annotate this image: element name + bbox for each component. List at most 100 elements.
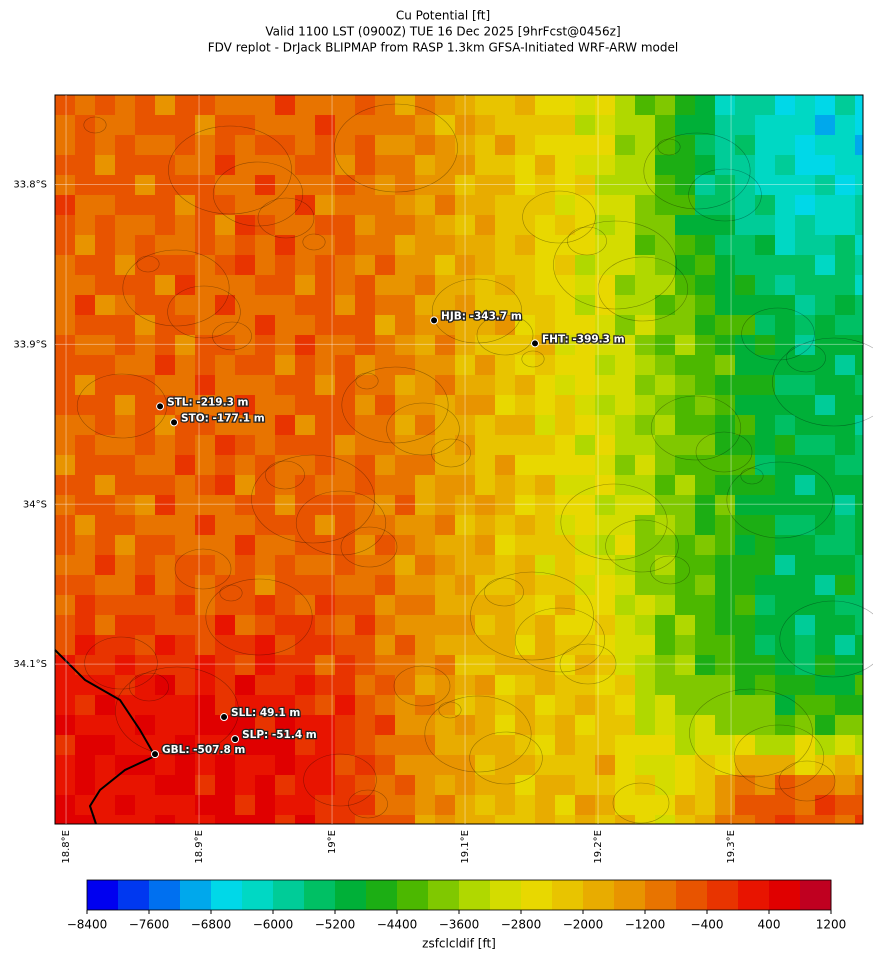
map-cell: [855, 715, 863, 735]
map-cell: [455, 575, 475, 595]
map-cell: [535, 475, 555, 495]
map-cell: [115, 255, 135, 275]
map-cell: [595, 775, 615, 795]
map-cell: [735, 715, 755, 735]
map-cell: [835, 435, 855, 455]
map-cell: [675, 295, 695, 315]
map-cell: [195, 135, 215, 155]
map-cell: [435, 195, 455, 215]
map-cell: [495, 735, 515, 755]
map-cell: [415, 275, 435, 295]
map-cell: [495, 315, 515, 335]
map-cell: [215, 415, 235, 435]
map-cell: [475, 695, 495, 715]
map-cell: [135, 375, 155, 395]
map-cell: [655, 155, 675, 175]
map-cell: [415, 575, 435, 595]
map-cell: [195, 235, 215, 255]
station: [220, 713, 229, 722]
colorbar-cell: [490, 880, 522, 910]
y-tick-label: 33.8°S: [13, 180, 47, 191]
map-cell: [455, 175, 475, 195]
map-cell: [215, 435, 235, 455]
map-cell: [155, 775, 175, 795]
map-cell: [55, 455, 75, 475]
map-cell: [315, 795, 335, 815]
map-cell: [795, 615, 815, 635]
map-cell: [655, 555, 675, 575]
map-cell: [375, 375, 395, 395]
map-cell: [135, 675, 155, 695]
map-cell: [455, 335, 475, 355]
map-cell: [175, 215, 195, 235]
map-cell: [735, 655, 755, 675]
map-cell: [175, 655, 195, 675]
map-cell: [475, 735, 495, 755]
map-cell: [835, 335, 855, 355]
map-cell: [75, 775, 95, 795]
map-cell: [775, 415, 795, 435]
map-cell: [775, 215, 795, 235]
map-cell: [335, 715, 355, 735]
map-cell: [835, 215, 855, 235]
map-cell: [115, 575, 135, 595]
map-cell: [175, 415, 195, 435]
map-cell: [175, 695, 195, 715]
map-cell: [575, 515, 595, 535]
map-cell: [855, 535, 863, 555]
map-cell: [675, 355, 695, 375]
map-cell: [515, 575, 535, 595]
map: [54, 95, 873, 825]
map-cell: [695, 495, 715, 515]
map-cell: [495, 335, 515, 355]
map-cell: [575, 555, 595, 575]
map-cell: [55, 755, 75, 775]
map-cell: [795, 415, 815, 435]
map-cell: [95, 615, 115, 635]
map-cell: [655, 755, 675, 775]
map-cell: [455, 455, 475, 475]
map-cell: [855, 815, 863, 824]
map-cell: [75, 575, 95, 595]
map-cell: [255, 135, 275, 155]
map-cell: [95, 135, 115, 155]
map-cell: [375, 395, 395, 415]
map-cell: [255, 615, 275, 635]
map-cell: [795, 495, 815, 515]
map-cell: [775, 355, 795, 375]
map-cell: [435, 535, 455, 555]
map-cell: [615, 615, 635, 635]
map-cell: [635, 95, 655, 115]
map-cell: [415, 555, 435, 575]
map-cell: [595, 155, 615, 175]
map-cell: [55, 595, 75, 615]
map-cell: [55, 155, 75, 175]
map-cell: [435, 435, 455, 455]
map-cell: [175, 535, 195, 555]
map-cell: [795, 555, 815, 575]
map-cell: [575, 795, 595, 815]
map-cell: [655, 355, 675, 375]
map-cell: [635, 355, 655, 375]
map-cell: [215, 615, 235, 635]
map-cell: [175, 135, 195, 155]
map-cell: [695, 655, 715, 675]
map-cell: [255, 815, 275, 824]
map-cell: [855, 155, 863, 175]
map-cell: [95, 335, 115, 355]
map-cell: [75, 715, 95, 735]
map-cell: [135, 415, 155, 435]
map-cell: [95, 575, 115, 595]
map-cell: [835, 355, 855, 375]
map-cell: [275, 695, 295, 715]
map-cell: [135, 435, 155, 455]
map-cell: [615, 495, 635, 515]
colorbar-tick-label: −5200: [315, 918, 356, 932]
map-cell: [195, 675, 215, 695]
map-cell: [75, 195, 95, 215]
map-cell: [535, 435, 555, 455]
map-cell: [355, 755, 375, 775]
map-cell: [155, 435, 175, 455]
map-cell: [455, 155, 475, 175]
map-cell: [355, 495, 375, 515]
